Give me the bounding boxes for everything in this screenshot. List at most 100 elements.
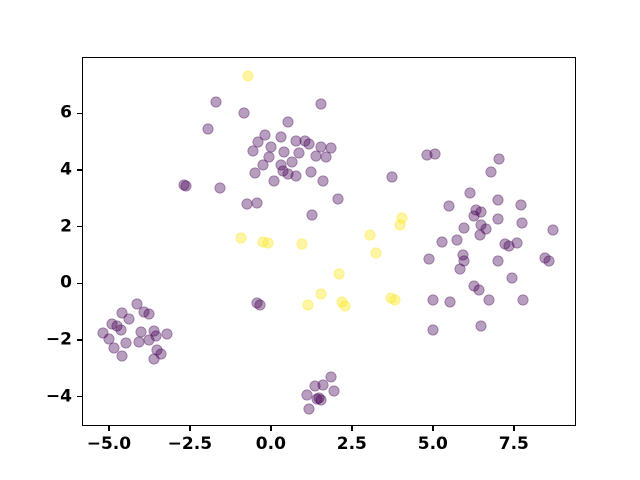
data-point-yellow bbox=[370, 247, 381, 259]
data-point-purple bbox=[506, 272, 518, 284]
data-point-purple bbox=[515, 199, 527, 211]
data-point-purple bbox=[474, 229, 486, 241]
data-point-purple bbox=[180, 180, 192, 192]
data-point-purple bbox=[475, 320, 487, 332]
data-point-purple bbox=[325, 142, 337, 154]
data-point-purple bbox=[214, 182, 226, 194]
data-point-purple bbox=[483, 294, 495, 306]
data-point-purple bbox=[516, 217, 528, 229]
y-tick-mark bbox=[77, 395, 82, 398]
data-point-purple bbox=[444, 296, 456, 308]
data-point-yellow bbox=[333, 268, 345, 280]
data-point-purple bbox=[320, 151, 332, 163]
data-point-purple bbox=[511, 237, 523, 249]
data-point-purple bbox=[275, 131, 287, 143]
y-tick-label: 4 bbox=[60, 159, 72, 180]
data-point-purple bbox=[454, 263, 466, 275]
y-tick-mark bbox=[77, 339, 82, 341]
data-point-purple bbox=[155, 348, 167, 360]
data-point-purple bbox=[492, 194, 504, 206]
data-point-purple bbox=[268, 175, 280, 187]
x-tick-mark bbox=[513, 426, 515, 431]
data-point-purple bbox=[303, 403, 315, 415]
data-point-purple bbox=[427, 294, 439, 306]
data-point-purple bbox=[317, 175, 329, 187]
data-point-purple bbox=[116, 350, 128, 362]
x-tick-mark bbox=[108, 426, 110, 431]
data-point-purple bbox=[257, 159, 269, 171]
data-point-purple bbox=[493, 153, 505, 165]
data-point-purple bbox=[386, 171, 398, 183]
data-point-purple bbox=[259, 129, 271, 141]
data-point-purple bbox=[473, 284, 485, 296]
y-tick-mark bbox=[77, 282, 82, 285]
y-tick-label: −4 bbox=[45, 386, 72, 407]
data-point-purple bbox=[468, 210, 480, 222]
data-point-purple bbox=[120, 337, 132, 349]
data-point-yellow bbox=[339, 300, 351, 312]
data-point-purple bbox=[332, 193, 344, 205]
data-point-purple bbox=[328, 385, 340, 397]
data-point-purple bbox=[278, 146, 290, 158]
data-point-purple bbox=[161, 328, 173, 340]
data-point-purple bbox=[427, 324, 439, 336]
data-point-purple bbox=[202, 123, 214, 135]
data-point-purple bbox=[286, 156, 298, 168]
data-point-yellow bbox=[296, 238, 308, 250]
data-point-purple bbox=[485, 166, 497, 178]
data-point-purple bbox=[429, 148, 441, 160]
data-point-purple bbox=[517, 294, 529, 306]
x-tick-label: 7.5 bbox=[498, 434, 529, 454]
y-tick-mark bbox=[77, 112, 82, 115]
data-point-purple bbox=[303, 138, 315, 150]
data-point-yellow bbox=[302, 299, 314, 311]
data-point-purple bbox=[290, 170, 301, 182]
data-point-purple bbox=[443, 200, 455, 212]
data-point-purple bbox=[251, 197, 263, 209]
x-tick-label: 5.0 bbox=[417, 434, 448, 454]
data-point-yellow bbox=[389, 294, 401, 306]
x-tick-label: −2.5 bbox=[167, 434, 213, 454]
data-point-purple bbox=[464, 187, 476, 199]
data-point-purple bbox=[143, 308, 155, 320]
x-tick-mark bbox=[270, 426, 272, 431]
data-point-purple bbox=[115, 324, 127, 336]
data-point-purple bbox=[547, 224, 559, 236]
data-point-purple bbox=[480, 223, 492, 235]
data-point-purple bbox=[123, 313, 135, 325]
data-point-purple bbox=[543, 255, 555, 267]
data-point-purple bbox=[458, 222, 470, 234]
y-tick-mark bbox=[77, 225, 82, 228]
data-point-purple bbox=[131, 298, 143, 310]
data-point-purple bbox=[293, 147, 305, 159]
data-point-purple bbox=[263, 151, 275, 163]
data-point-purple bbox=[148, 353, 160, 365]
x-tick-mark bbox=[351, 426, 353, 431]
data-point-purple bbox=[249, 167, 261, 179]
data-point-purple bbox=[247, 145, 259, 157]
data-point-purple bbox=[210, 96, 222, 108]
data-point-purple bbox=[252, 136, 264, 148]
data-point-purple bbox=[133, 336, 145, 348]
data-point-purple bbox=[325, 371, 337, 383]
y-tick-label: 6 bbox=[60, 102, 72, 123]
data-point-purple bbox=[306, 209, 318, 221]
plot-area bbox=[82, 57, 576, 426]
data-point-purple bbox=[313, 392, 325, 404]
data-point-purple bbox=[282, 116, 294, 128]
x-tick-label: −5.0 bbox=[86, 434, 132, 454]
y-tick-label: 0 bbox=[60, 272, 72, 293]
data-point-purple bbox=[451, 234, 463, 246]
data-point-yellow bbox=[262, 237, 274, 249]
x-tick-mark bbox=[189, 426, 191, 431]
y-tick-label: 2 bbox=[60, 216, 72, 237]
data-point-yellow bbox=[396, 212, 408, 224]
data-point-purple bbox=[143, 334, 155, 346]
x-tick-label: 0.0 bbox=[255, 434, 286, 454]
data-point-purple bbox=[97, 327, 109, 339]
data-point-yellow bbox=[315, 288, 327, 300]
data-point-purple bbox=[238, 107, 250, 119]
data-point-purple bbox=[492, 213, 504, 225]
data-point-yellow bbox=[235, 232, 247, 244]
x-tick-label: 2.5 bbox=[336, 434, 367, 454]
